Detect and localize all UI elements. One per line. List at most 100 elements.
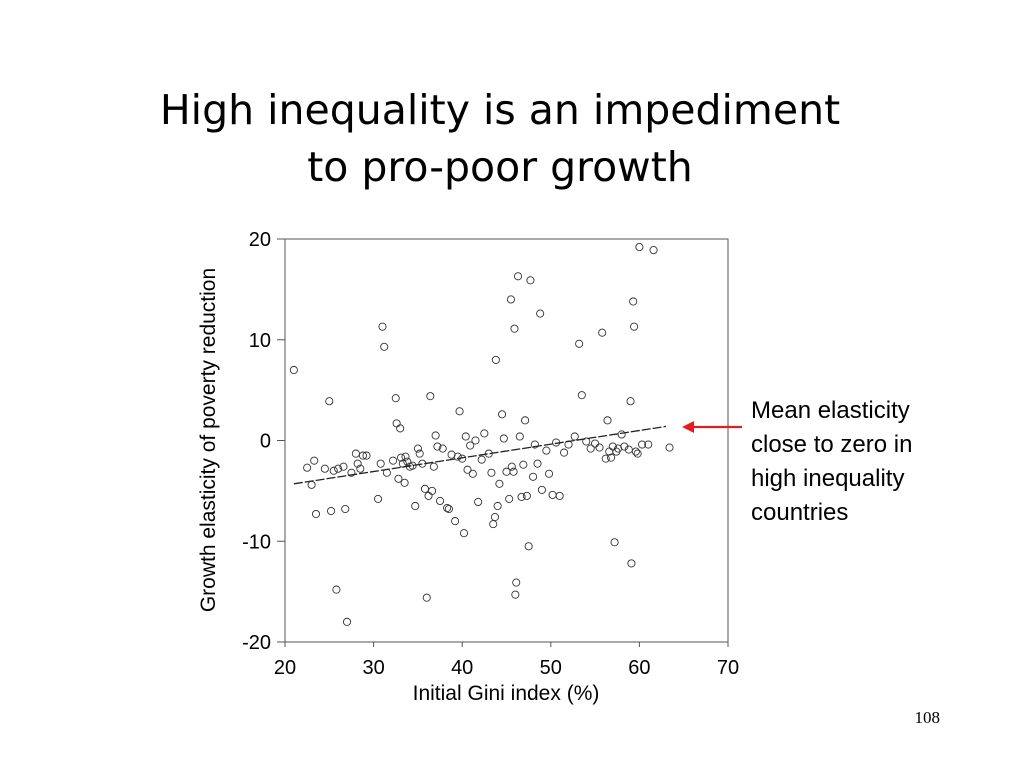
data-point [431, 431, 440, 440]
data-point [433, 442, 442, 451]
data-point [598, 328, 607, 337]
data-point [413, 444, 422, 453]
data-point [555, 491, 564, 500]
data-point [373, 494, 383, 503]
annotation-line: close to zero in [751, 431, 913, 458]
annotation-line: countries [751, 499, 849, 526]
data-point [513, 272, 523, 281]
data-point [358, 451, 368, 460]
y-tick-label: 20 [249, 229, 271, 251]
data-point [614, 444, 623, 453]
data-point [401, 452, 410, 461]
data-point [424, 491, 433, 500]
data-point [461, 432, 470, 441]
data-point [329, 466, 338, 475]
annotation-arrow [682, 421, 742, 433]
data-point [289, 365, 298, 375]
data-point [453, 452, 462, 461]
page-number: 108 [914, 708, 941, 727]
data-point [644, 440, 653, 449]
data-point [631, 447, 640, 456]
data-point [438, 444, 447, 453]
data-point [533, 459, 542, 468]
data-point [489, 520, 498, 529]
data-point [629, 297, 638, 306]
data-point [320, 464, 329, 473]
data-point [626, 397, 635, 406]
data-point [480, 429, 489, 438]
data-point [627, 559, 636, 568]
data-point [529, 472, 538, 481]
data-point [635, 243, 644, 252]
data-point [577, 391, 586, 400]
data-point [582, 437, 591, 446]
data-point [455, 407, 464, 416]
data-point [477, 455, 486, 464]
trend-line [293, 425, 667, 485]
data-point [307, 480, 316, 489]
y-tick-label: -20 [242, 632, 271, 654]
y-tick-label: 0 [260, 431, 271, 453]
data-point [586, 444, 595, 453]
y-axis: 20 10 0 -10 -20 [242, 229, 285, 654]
data-point [429, 462, 438, 471]
x-tick-label: 50 [540, 657, 562, 679]
data-point [396, 424, 405, 433]
data-point [426, 392, 435, 401]
data-point [391, 394, 400, 403]
y-tick-label: -10 [242, 531, 271, 553]
data-point [420, 484, 430, 493]
x-tick-label: 40 [451, 657, 473, 679]
x-axis: 20 30 40 50 60 70 [274, 642, 739, 679]
data-point [665, 443, 674, 452]
data-point [347, 468, 356, 477]
x-tick-label: 70 [717, 657, 739, 679]
data-point [617, 430, 626, 439]
data-point [517, 492, 526, 501]
data-point [325, 397, 334, 406]
x-tick-label: 60 [628, 657, 650, 679]
data-point [638, 440, 647, 449]
data-point [620, 442, 629, 451]
data-point [606, 453, 616, 462]
title-line-1: High inequality is an impediment [159, 86, 841, 134]
data-point [466, 441, 475, 450]
data-point [491, 355, 500, 364]
data-point [428, 486, 437, 495]
data-point [400, 478, 409, 487]
data-point [490, 513, 500, 522]
data-point [499, 434, 508, 443]
data-point [341, 504, 350, 514]
data-point [515, 432, 524, 441]
data-point [510, 324, 519, 333]
data-point [362, 451, 371, 460]
data-point [570, 432, 579, 441]
data-point [536, 309, 545, 318]
data-point [601, 454, 610, 463]
data-point [311, 509, 321, 519]
data-point [334, 464, 343, 473]
data-point [397, 453, 406, 462]
data-point [548, 490, 557, 499]
data-point [591, 439, 600, 448]
data-point [389, 456, 398, 465]
data-point [332, 585, 341, 594]
data-point [530, 440, 539, 449]
data-point [443, 503, 452, 513]
data-point [595, 443, 604, 452]
data-point [392, 419, 401, 428]
data-point [435, 496, 445, 506]
data-point [506, 295, 515, 304]
data-point [507, 462, 516, 471]
data-point [376, 459, 385, 468]
y-tick-label: 10 [249, 330, 271, 352]
data-point [537, 485, 546, 494]
data-point [630, 322, 639, 331]
trend-line-group [293, 425, 667, 485]
data-point [649, 246, 658, 255]
data-point [468, 469, 477, 478]
data-point [351, 449, 360, 458]
data-point [403, 457, 412, 466]
data-point [495, 479, 504, 488]
